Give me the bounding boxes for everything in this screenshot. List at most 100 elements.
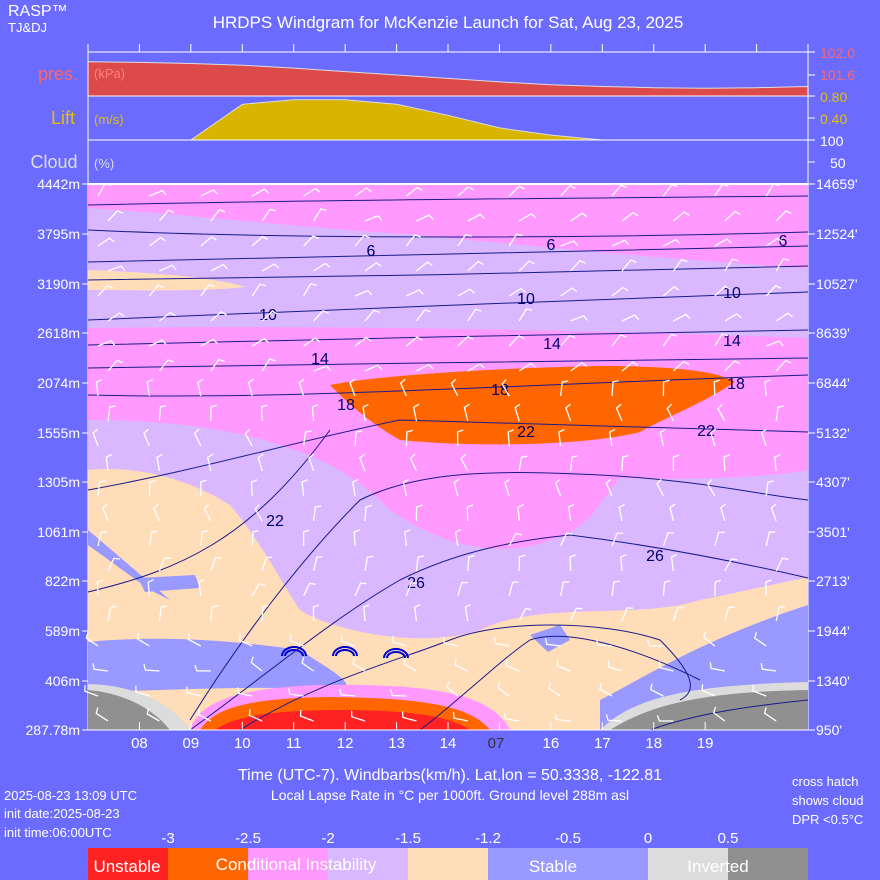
wind-barb: [508, 581, 519, 597]
contour-line: [87, 329, 809, 346]
legend-swatch: [408, 848, 488, 880]
wind-barb: [672, 454, 680, 471]
wind-barb: [775, 258, 790, 272]
wind-barb: [775, 210, 792, 222]
altitude-label-ft: 10527': [816, 276, 858, 292]
wind-barb: [95, 379, 103, 397]
wind-barb: [146, 378, 153, 397]
wind-barb: [560, 240, 578, 247]
legend-swatch: [328, 848, 408, 880]
wind-barb: [493, 637, 510, 647]
wind-barb: [450, 378, 459, 397]
wind-barb: [289, 634, 304, 647]
wind-barb: [308, 453, 315, 472]
altitude-label-ft: 950': [816, 722, 842, 738]
wind-barb: [97, 480, 106, 497]
wind-barb: [102, 503, 109, 522]
contour-line: [87, 429, 331, 593]
wind-barb: [560, 185, 576, 197]
wind-barb: [251, 283, 266, 297]
wind-barb: [158, 359, 174, 372]
legend-tick: -3: [161, 830, 174, 847]
wind-barb: [621, 607, 634, 622]
wind-barb: [312, 604, 320, 622]
wind-barb: [457, 233, 472, 247]
wind-barb: [662, 333, 678, 347]
init-time: init time:06:00UTC: [4, 825, 112, 840]
init-date: init date:2025-08-23: [4, 806, 120, 821]
chart-title: HRDPS Windgram for McKenzie Launch for S…: [213, 13, 684, 32]
wind-barb: [672, 211, 690, 222]
wind-barb: [415, 555, 425, 572]
wind-barb: [158, 209, 175, 222]
wind-barb: [775, 405, 785, 422]
wind-barb: [559, 380, 569, 397]
note-line-3: DPR <0.5°C: [792, 812, 863, 827]
wind-barb: [405, 186, 423, 197]
wind-barb: [503, 712, 520, 722]
region-stable: [88, 638, 347, 692]
wind-barb: [765, 531, 776, 547]
wind-barb: [765, 579, 772, 597]
contour-label: 26: [646, 548, 664, 565]
altitude-label-m: 822m: [45, 573, 80, 589]
wind-barb: [405, 429, 413, 447]
lift-label: Lift: [51, 108, 75, 128]
wind-barb: [312, 556, 323, 572]
wind-barb: [364, 555, 374, 572]
wind-barb: [135, 685, 150, 697]
wind-barb: [464, 603, 472, 622]
wind-barb: [457, 335, 474, 347]
pressure-unit: (kPa): [94, 66, 125, 81]
wind-barb: [405, 582, 418, 597]
altitude-label-m: 2074m: [37, 375, 80, 391]
wind-barb: [149, 339, 167, 347]
time-label: 13: [388, 735, 405, 752]
legend-swatch: [728, 848, 808, 880]
wind-barb: [752, 684, 767, 697]
wind-barb: [611, 379, 619, 397]
time-label: 10: [234, 735, 251, 752]
wind-barb: [299, 709, 314, 722]
contour-line: [189, 534, 809, 731]
wind-barb: [96, 579, 104, 597]
wind-barb: [210, 209, 226, 222]
region-stable: [600, 605, 808, 730]
wind-barb: [518, 455, 528, 472]
wind-barb: [452, 712, 468, 722]
wind-barb: [143, 664, 160, 672]
legend-swatch: [248, 848, 328, 880]
altitude-label-ft: 3501': [816, 524, 850, 540]
wind-barb: [354, 582, 367, 597]
wind-barb: [611, 532, 624, 547]
wind-barb: [560, 334, 576, 347]
wind-barb: [605, 478, 613, 497]
wind-barb: [775, 359, 792, 372]
altitude-label-m: 1305m: [37, 474, 80, 490]
time-label: 16: [543, 735, 560, 752]
wind-barb: [158, 605, 168, 622]
wind-barb: [352, 657, 366, 672]
time-label: 08: [131, 735, 148, 752]
contour-line: [87, 229, 809, 238]
wind-barb: [508, 287, 527, 297]
wind-barb: [84, 685, 99, 697]
wind-barb: [251, 188, 270, 197]
wind-barb: [621, 211, 639, 222]
brand: RASP™: [8, 3, 68, 20]
legend-label-inverted: Inverted: [687, 857, 748, 876]
wind-barb: [210, 605, 219, 622]
pressure-tick: 101.6: [820, 67, 855, 83]
wind-barb: [97, 284, 114, 297]
wind-barb: [504, 478, 511, 497]
wind-barb: [362, 403, 369, 422]
cloud-label: Cloud: [30, 152, 77, 172]
wind-barb: [390, 689, 407, 697]
wind-barb: [508, 532, 522, 547]
lapse-rate-field: [88, 184, 808, 730]
wind-barb: [237, 687, 253, 697]
wind-barb: [518, 362, 537, 372]
legend-labels: Unstable Conditional Instability Stable …: [93, 855, 748, 876]
altitude-label-m: 3190m: [37, 276, 80, 292]
legend-tick: -1.5: [395, 830, 421, 847]
